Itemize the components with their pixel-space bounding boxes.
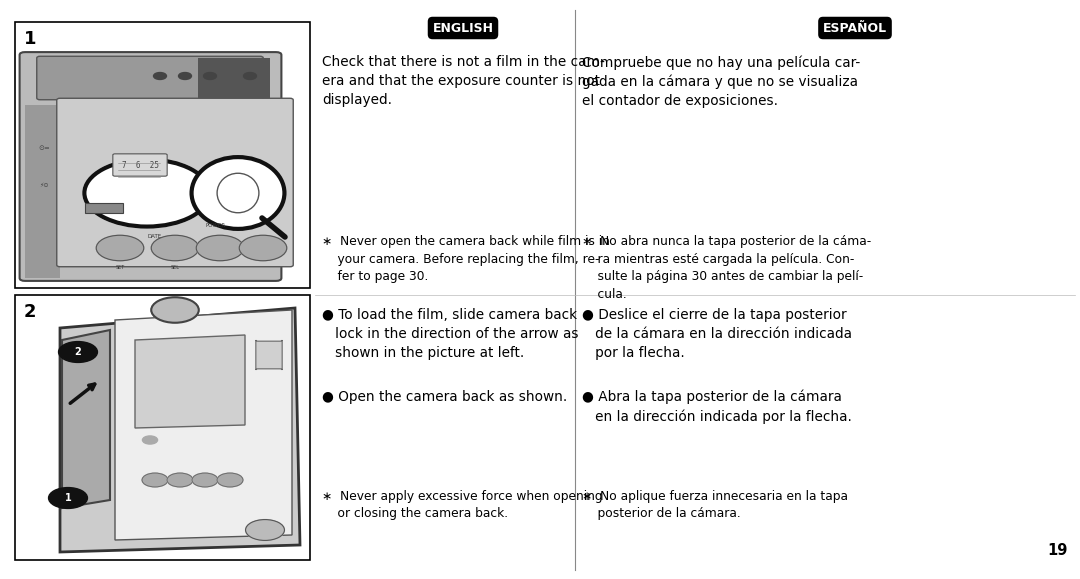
Text: 1: 1 xyxy=(24,30,37,48)
FancyBboxPatch shape xyxy=(15,22,310,288)
Text: ⚡⊙: ⚡⊙ xyxy=(39,182,49,188)
Text: SEL: SEL xyxy=(171,265,179,270)
Text: 19: 19 xyxy=(1048,543,1068,558)
Text: ● Open the camera back as shown.: ● Open the camera back as shown. xyxy=(322,390,567,404)
Circle shape xyxy=(203,72,216,79)
Text: ESPAÑOL: ESPAÑOL xyxy=(823,21,887,35)
FancyBboxPatch shape xyxy=(198,58,270,98)
Circle shape xyxy=(217,473,243,487)
Circle shape xyxy=(143,473,168,487)
FancyBboxPatch shape xyxy=(37,56,264,100)
Text: ⊙=: ⊙= xyxy=(38,145,50,151)
Circle shape xyxy=(178,72,191,79)
Polygon shape xyxy=(62,330,110,508)
Circle shape xyxy=(153,72,166,79)
Text: POWER: POWER xyxy=(205,223,225,228)
Polygon shape xyxy=(135,335,245,428)
Text: 2: 2 xyxy=(75,347,81,357)
Ellipse shape xyxy=(217,173,259,212)
Text: SET: SET xyxy=(116,265,124,270)
Text: 7  6  25: 7 6 25 xyxy=(121,160,159,170)
Circle shape xyxy=(192,473,218,487)
Circle shape xyxy=(151,235,199,261)
Text: ∗  Never open the camera back while film is in
    your camera. Before replacing: ∗ Never open the camera back while film … xyxy=(322,235,610,283)
Circle shape xyxy=(151,297,199,323)
Text: ∗  No abra nunca la tapa posterior de la cáma-
    ra mientras esté cargada la p: ∗ No abra nunca la tapa posterior de la … xyxy=(582,235,872,301)
Circle shape xyxy=(58,342,97,362)
Circle shape xyxy=(96,235,144,261)
FancyBboxPatch shape xyxy=(15,295,310,560)
Circle shape xyxy=(245,519,284,540)
Text: 2: 2 xyxy=(24,303,37,321)
FancyBboxPatch shape xyxy=(25,105,60,278)
Text: ● Deslice el cierre de la tapa posterior
   de la cámara en la dirección indicad: ● Deslice el cierre de la tapa posterior… xyxy=(582,308,852,360)
Text: ● To load the film, slide camera back
   lock in the direction of the arrow as
 : ● To load the film, slide camera back lo… xyxy=(322,308,579,360)
FancyBboxPatch shape xyxy=(57,98,294,267)
Circle shape xyxy=(143,436,158,444)
Circle shape xyxy=(197,235,244,261)
FancyBboxPatch shape xyxy=(256,340,282,370)
Text: 1: 1 xyxy=(65,493,71,503)
Polygon shape xyxy=(60,308,300,552)
Text: ∗  Never apply excessive force when opening
    or closing the camera back.: ∗ Never apply excessive force when openi… xyxy=(322,490,603,521)
FancyBboxPatch shape xyxy=(112,154,167,176)
Circle shape xyxy=(84,159,210,226)
Circle shape xyxy=(243,72,256,79)
Circle shape xyxy=(240,235,287,261)
Text: Check that there is not a film in the cam-
era and that the exposure counter is : Check that there is not a film in the ca… xyxy=(322,55,605,107)
Text: Compruebe que no hay una película car-
gada en la cámara y que no se visualiza
e: Compruebe que no hay una película car- g… xyxy=(582,55,861,108)
Text: DATE: DATE xyxy=(148,234,162,239)
Circle shape xyxy=(49,488,87,508)
Polygon shape xyxy=(114,310,292,540)
Text: ENGLISH: ENGLISH xyxy=(432,21,494,35)
Ellipse shape xyxy=(191,157,284,229)
Text: ∗  No aplique fuerza innecesaria en la tapa
    posterior de la cámara.: ∗ No aplique fuerza innecesaria en la ta… xyxy=(582,490,848,521)
FancyBboxPatch shape xyxy=(19,52,282,281)
FancyBboxPatch shape xyxy=(85,203,123,213)
Text: ● Abra la tapa posterior de la cámara
   en la dirección indicada por la flecha.: ● Abra la tapa posterior de la cámara en… xyxy=(582,390,852,424)
Circle shape xyxy=(167,473,193,487)
